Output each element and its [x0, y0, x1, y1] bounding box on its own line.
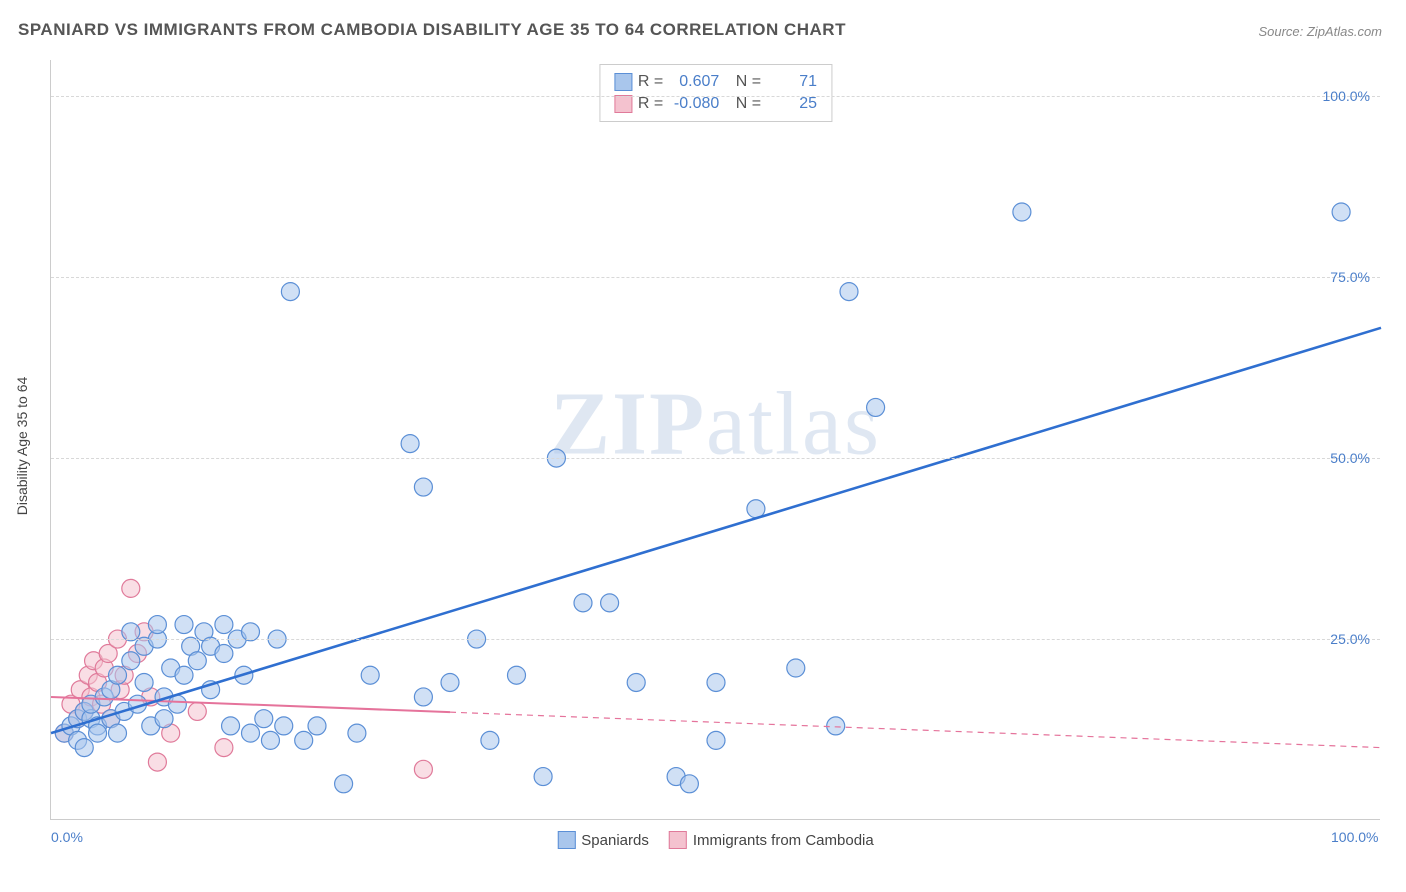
- scatter-point: [1013, 203, 1031, 221]
- gridline-h: [51, 639, 1380, 640]
- scatter-point: [155, 710, 173, 728]
- r-value-2: -0.080: [669, 95, 719, 113]
- scatter-point: [827, 717, 845, 735]
- swatch-series1: [614, 73, 632, 91]
- scatter-point: [348, 724, 366, 742]
- scatter-point: [242, 724, 260, 742]
- scatter-point: [601, 594, 619, 612]
- scatter-point: [261, 731, 279, 749]
- legend-label-series1: Spaniards: [581, 832, 649, 849]
- y-tick-label: 75.0%: [1330, 269, 1370, 285]
- scatter-point: [222, 717, 240, 735]
- scatter-point: [281, 283, 299, 301]
- scatter-point: [840, 283, 858, 301]
- legend: Spaniards Immigrants from Cambodia: [557, 831, 873, 849]
- scatter-point: [1332, 203, 1350, 221]
- n-value-1: 71: [767, 73, 817, 91]
- scatter-point: [188, 702, 206, 720]
- scatter-point: [188, 652, 206, 670]
- scatter-point: [508, 666, 526, 684]
- r-value-1: 0.607: [669, 73, 719, 91]
- plot-area: ZIPatlas R = 0.607 N = 71 R = -0.080 N =…: [50, 60, 1380, 820]
- r-label-1: R =: [638, 73, 663, 91]
- legend-swatch-series1: [557, 831, 575, 849]
- scatter-point: [148, 753, 166, 771]
- trend-line: [51, 328, 1381, 733]
- correlation-stats-box: R = 0.607 N = 71 R = -0.080 N = 25: [599, 64, 832, 122]
- stats-row-series1: R = 0.607 N = 71: [614, 71, 817, 93]
- chart-svg: [51, 60, 1380, 819]
- y-tick-label: 50.0%: [1330, 450, 1370, 466]
- scatter-point: [215, 645, 233, 663]
- source-attribution: Source: ZipAtlas.com: [1258, 24, 1382, 39]
- scatter-point: [295, 731, 313, 749]
- x-tick-label: 100.0%: [1331, 829, 1378, 845]
- swatch-series2: [614, 95, 632, 113]
- scatter-point: [135, 673, 153, 691]
- legend-swatch-series2: [669, 831, 687, 849]
- gridline-h: [51, 96, 1380, 97]
- r-label-2: R =: [638, 95, 663, 113]
- scatter-point: [707, 673, 725, 691]
- scatter-point: [627, 673, 645, 691]
- n-label-2: N =: [736, 95, 761, 113]
- trend-line: [450, 712, 1381, 747]
- scatter-point: [175, 666, 193, 684]
- scatter-point: [122, 652, 140, 670]
- scatter-point: [534, 768, 552, 786]
- scatter-point: [574, 594, 592, 612]
- scatter-point: [401, 435, 419, 453]
- scatter-point: [707, 731, 725, 749]
- legend-item-series2: Immigrants from Cambodia: [669, 831, 874, 849]
- scatter-point: [361, 666, 379, 684]
- y-tick-label: 25.0%: [1330, 631, 1370, 647]
- scatter-point: [414, 760, 432, 778]
- scatter-point: [275, 717, 293, 735]
- scatter-point: [109, 666, 127, 684]
- scatter-point: [441, 673, 459, 691]
- scatter-point: [481, 731, 499, 749]
- scatter-point: [308, 717, 326, 735]
- gridline-h: [51, 277, 1380, 278]
- scatter-point: [414, 478, 432, 496]
- scatter-point: [680, 775, 698, 793]
- scatter-point: [255, 710, 273, 728]
- scatter-point: [175, 616, 193, 634]
- scatter-point: [215, 616, 233, 634]
- scatter-point: [215, 739, 233, 757]
- scatter-point: [867, 398, 885, 416]
- scatter-point: [122, 579, 140, 597]
- scatter-point: [335, 775, 353, 793]
- legend-label-series2: Immigrants from Cambodia: [693, 832, 874, 849]
- x-tick-label: 0.0%: [51, 829, 83, 845]
- scatter-point: [109, 724, 127, 742]
- gridline-h: [51, 458, 1380, 459]
- y-axis-label: Disability Age 35 to 64: [14, 377, 30, 516]
- y-tick-label: 100.0%: [1323, 88, 1370, 104]
- scatter-point: [75, 739, 93, 757]
- chart-title: SPANIARD VS IMMIGRANTS FROM CAMBODIA DIS…: [18, 20, 846, 40]
- scatter-point: [89, 724, 107, 742]
- scatter-point: [414, 688, 432, 706]
- legend-item-series1: Spaniards: [557, 831, 649, 849]
- scatter-point: [787, 659, 805, 677]
- n-value-2: 25: [767, 95, 817, 113]
- n-label-1: N =: [736, 73, 761, 91]
- scatter-point: [148, 616, 166, 634]
